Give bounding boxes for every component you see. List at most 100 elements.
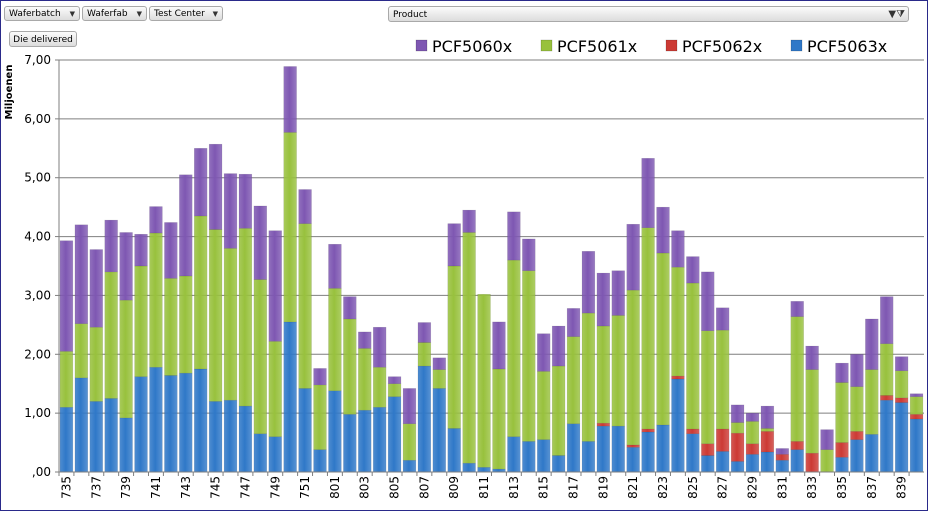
- bar-PCF5061x-741[interactable]: [149, 232, 163, 368]
- bar-PCF5061x-828[interactable]: [730, 422, 745, 434]
- bar-PCF5062x-836[interactable]: [850, 431, 864, 440]
- bar-PCF5061x-815[interactable]: [537, 371, 551, 440]
- bar-PCF5063x-831[interactable]: [775, 459, 789, 473]
- bar-PCF5061x-812[interactable]: [492, 368, 506, 470]
- bar-PCF5060x-830[interactable]: [760, 405, 775, 429]
- bar-PCF5060x-820[interactable]: [611, 270, 625, 316]
- bar-PCF5060x-812[interactable]: [492, 321, 506, 370]
- waferbatch-dropdown[interactable]: Waferbatch ▼: [4, 6, 80, 21]
- bar-PCF5062x-821[interactable]: [626, 444, 640, 448]
- bar-PCF5063x-752[interactable]: [313, 449, 327, 473]
- bar-PCF5063x-839[interactable]: [894, 402, 909, 473]
- bar-PCF5061x-838[interactable]: [880, 343, 894, 396]
- bar-PCF5063x-835[interactable]: [835, 457, 849, 473]
- bar-PCF5063x-820[interactable]: [611, 425, 625, 473]
- bar-PCF5063x-746[interactable]: [223, 399, 238, 473]
- bar-PCF5060x-821[interactable]: [626, 223, 640, 291]
- bar-PCF5060x-824[interactable]: [671, 230, 685, 268]
- bar-PCF5063x-818[interactable]: [581, 441, 596, 473]
- bar-PCF5060x-737[interactable]: [89, 249, 103, 328]
- bar-PCF5060x-817[interactable]: [566, 308, 581, 337]
- bar-PCF5063x-744[interactable]: [194, 368, 208, 473]
- bar-PCF5062x-833[interactable]: [805, 452, 819, 473]
- bar-PCF5061x-745[interactable]: [208, 229, 223, 402]
- bar-PCF5060x-816[interactable]: [551, 325, 566, 367]
- bar-PCF5060x-742[interactable]: [164, 222, 178, 279]
- bar-PCF5063x-749[interactable]: [268, 436, 282, 473]
- bar-PCF5061x-743[interactable]: [179, 275, 193, 374]
- bar-PCF5063x-826[interactable]: [701, 455, 715, 473]
- bar-PCF5060x-801[interactable]: [328, 243, 342, 289]
- bar-PCF5063x-815[interactable]: [537, 439, 551, 473]
- bar-PCF5060x-740[interactable]: [134, 233, 148, 267]
- bar-PCF5063x-735[interactable]: [59, 407, 74, 473]
- bar-PCF5060x-739[interactable]: [119, 232, 133, 301]
- bar-PCF5060x-839[interactable]: [894, 356, 909, 372]
- bar-PCF5062x-828[interactable]: [730, 432, 745, 462]
- bar-PCF5063x-745[interactable]: [208, 401, 223, 473]
- bar-PCF5060x-829[interactable]: [745, 412, 760, 422]
- bar-PCF5061x-817[interactable]: [566, 336, 581, 424]
- bar-PCF5061x-805[interactable]: [387, 383, 402, 397]
- bar-PCF5060x-805[interactable]: [387, 376, 402, 384]
- bar-PCF5060x-818[interactable]: [581, 251, 596, 314]
- bar-PCF5063x-738[interactable]: [104, 398, 118, 473]
- bar-PCF5060x-808[interactable]: [432, 357, 446, 370]
- bar-PCF5060x-741[interactable]: [149, 206, 163, 234]
- bar-PCF5060x-736[interactable]: [74, 224, 89, 324]
- bar-PCF5061x-751[interactable]: [298, 223, 312, 389]
- die-delivered-button[interactable]: Die delivered: [9, 31, 77, 47]
- bar-PCF5061x-814[interactable]: [522, 270, 536, 442]
- bar-PCF5060x-823[interactable]: [656, 206, 670, 254]
- bar-PCF5062x-819[interactable]: [596, 422, 611, 427]
- bar-PCF5061x-737[interactable]: [89, 326, 103, 402]
- bar-PCF5062x-831[interactable]: [775, 454, 789, 461]
- bar-PCF5060x-833[interactable]: [805, 345, 819, 370]
- bar-PCF5061x-801[interactable]: [328, 288, 342, 392]
- bar-PCF5061x-830[interactable]: [760, 428, 775, 432]
- bar-PCF5063x-837[interactable]: [865, 434, 879, 473]
- bar-PCF5061x-835[interactable]: [835, 382, 849, 443]
- bar-PCF5063x-802[interactable]: [343, 414, 357, 473]
- bar-PCF5061x-802[interactable]: [343, 318, 357, 415]
- bar-PCF5060x-828[interactable]: [730, 404, 745, 423]
- bar-PCF5063x-823[interactable]: [656, 424, 670, 473]
- bar-PCF5061x-837[interactable]: [865, 369, 879, 435]
- bar-PCF5062x-835[interactable]: [835, 442, 849, 458]
- bar-PCF5062x-825[interactable]: [686, 428, 700, 434]
- bar-PCF5063x-807[interactable]: [417, 365, 432, 473]
- test-center-dropdown[interactable]: Test Center ▼: [149, 6, 223, 21]
- bar-PCF5063x-741[interactable]: [149, 366, 163, 473]
- bar-PCF5061x-818[interactable]: [581, 312, 596, 442]
- bar-PCF5060x-735[interactable]: [59, 240, 74, 352]
- bar-PCF5063x-824[interactable]: [671, 378, 685, 473]
- bar-PCF5063x-822[interactable]: [641, 431, 655, 473]
- bar-PCF5061x-803[interactable]: [358, 348, 372, 411]
- bar-PCF5061x-736[interactable]: [74, 323, 89, 379]
- bar-PCF5062x-822[interactable]: [641, 428, 655, 433]
- bar-PCF5063x-813[interactable]: [507, 436, 521, 473]
- bar-PCF5063x-806[interactable]: [402, 459, 417, 473]
- bar-PCF5060x-802[interactable]: [343, 296, 357, 320]
- bar-PCF5063x-828[interactable]: [730, 461, 745, 473]
- bar-PCF5061x-827[interactable]: [716, 329, 730, 430]
- bar-PCF5060x-750[interactable]: [283, 66, 297, 133]
- bar-PCF5061x-804[interactable]: [372, 366, 387, 408]
- bar-PCF5061x-834[interactable]: [820, 449, 834, 473]
- bar-PCF5060x-815[interactable]: [537, 333, 551, 372]
- bar-PCF5061x-742[interactable]: [164, 278, 178, 376]
- bar-PCF5060x-822[interactable]: [641, 158, 655, 228]
- bar-PCF5063x-836[interactable]: [850, 439, 864, 473]
- bar-PCF5060x-745[interactable]: [208, 143, 223, 230]
- bar-PCF5063x-838[interactable]: [880, 399, 894, 473]
- bar-PCF5061x-807[interactable]: [417, 342, 432, 367]
- bar-PCF5061x-738[interactable]: [104, 271, 118, 399]
- bar-PCF5061x-816[interactable]: [551, 365, 566, 456]
- bar-PCF5063x-743[interactable]: [179, 372, 193, 473]
- bar-PCF5063x-817[interactable]: [566, 423, 581, 473]
- bar-PCF5061x-813[interactable]: [507, 259, 521, 437]
- waferfab-dropdown[interactable]: Waferfab ▼: [82, 6, 147, 21]
- bar-PCF5061x-808[interactable]: [432, 369, 446, 389]
- bar-PCF5063x-819[interactable]: [596, 425, 611, 473]
- bar-PCF5063x-808[interactable]: [432, 388, 446, 473]
